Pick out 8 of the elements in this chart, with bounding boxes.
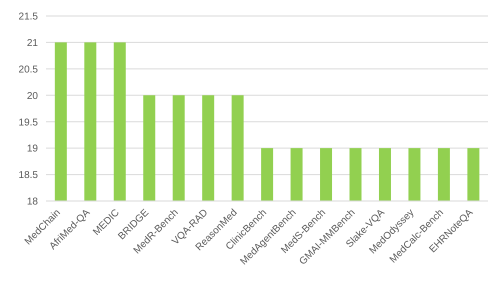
y-tick-label: 18.5: [18, 170, 38, 182]
y-tick-label: 20: [26, 90, 38, 102]
y-tick-label: 21.5: [18, 12, 38, 23]
y-tick-label: 20.5: [18, 64, 38, 76]
y-tick-label: 19.5: [18, 117, 38, 128]
y-tick-label: 19: [26, 144, 38, 155]
y-tick-label: 21: [26, 38, 38, 49]
y-tick-label: 18: [26, 196, 38, 208]
